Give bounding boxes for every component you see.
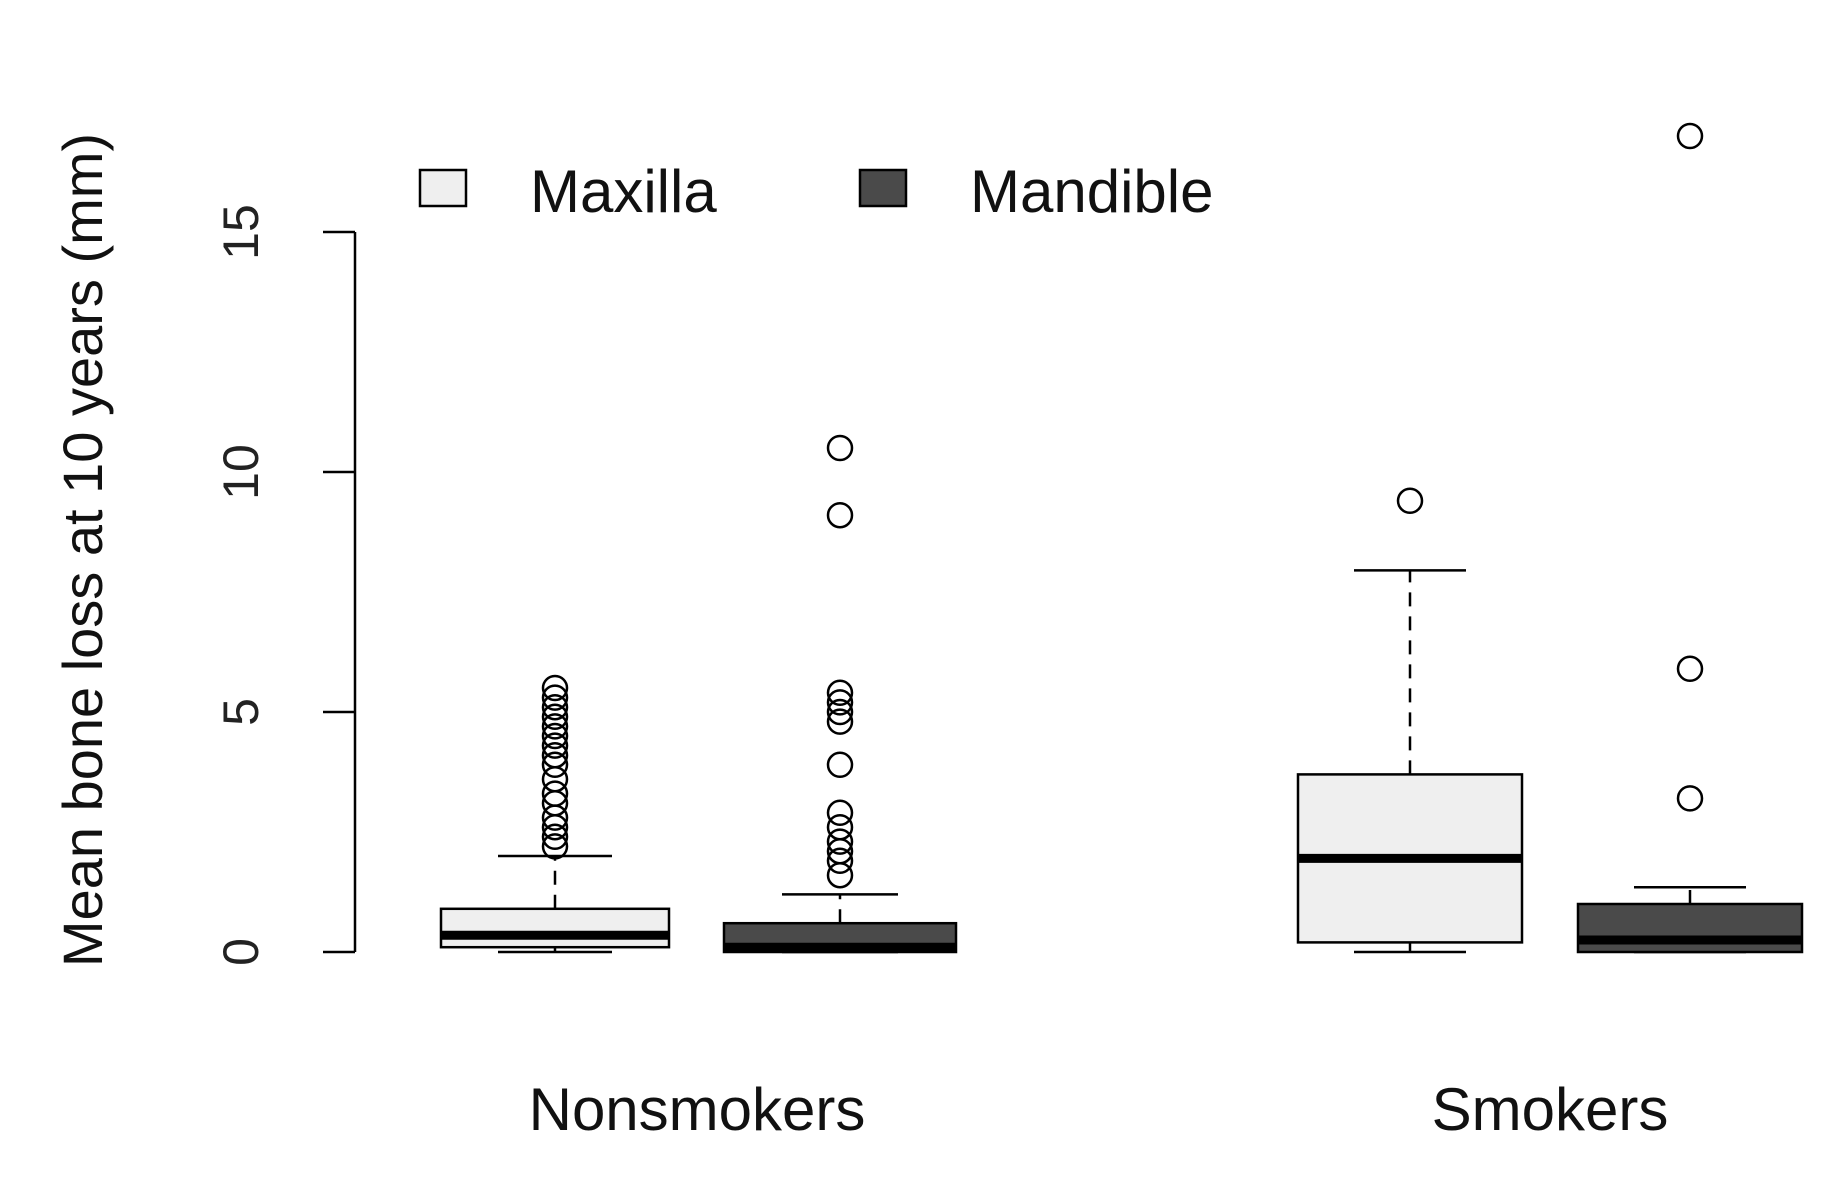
outlier-point	[541, 751, 569, 779]
outlier-point	[541, 765, 569, 793]
outlier-point	[826, 434, 854, 462]
box-iqr	[1576, 902, 1804, 954]
outlier-point	[826, 861, 854, 889]
outlier-point	[541, 741, 569, 769]
category-label-nonsmokers: Nonsmokers	[529, 1076, 866, 1143]
legend-label-maxilla: Maxilla	[530, 158, 717, 225]
outlier-point	[541, 684, 569, 711]
outlier-point	[541, 823, 569, 851]
outlier-point	[826, 751, 854, 779]
box-plots	[439, 122, 1804, 954]
legend-swatch-mandible	[858, 168, 908, 208]
box-nonsmokers-mandible	[722, 434, 958, 954]
outlier-point	[541, 713, 569, 740]
box-smokers-mandible	[1576, 122, 1804, 954]
outlier-point	[826, 799, 854, 827]
outlier-point	[826, 847, 854, 875]
outlier-point	[541, 722, 569, 750]
outlier-point	[541, 693, 569, 721]
outlier-point	[826, 689, 854, 716]
outlier-point	[826, 698, 854, 726]
y-axis-title: Mean bone loss at 10 years (mm)	[51, 133, 114, 967]
outlier-point	[1676, 122, 1704, 150]
box-iqr	[439, 907, 671, 949]
legend-swatch-maxilla	[418, 168, 468, 208]
y-tick-label: 0	[213, 938, 269, 966]
category-label-smokers: Smokers	[1432, 1076, 1669, 1143]
outlier-point	[541, 732, 569, 759]
outlier-point	[1396, 487, 1424, 515]
box-nonsmokers-maxilla	[439, 674, 671, 954]
y-tick-label: 10	[213, 444, 269, 500]
y-tick-label: 15	[213, 204, 269, 260]
outlier-point	[541, 674, 569, 702]
outlier-point	[826, 813, 854, 841]
box-smokers-maxilla	[1296, 487, 1524, 954]
outlier-point	[541, 780, 569, 807]
legend-label-mandible: Mandible	[970, 158, 1214, 225]
outlier-point	[826, 828, 854, 855]
y-tick-label: 5	[213, 698, 269, 726]
outlier-point	[826, 679, 854, 707]
legend: Maxilla Mandible	[418, 158, 1214, 225]
outlier-point	[541, 703, 569, 731]
outlier-point	[1676, 785, 1704, 812]
y-axis: 0 5 10 15	[213, 204, 357, 966]
outlier-point	[826, 501, 854, 529]
category-labels: Nonsmokers Smokers	[529, 1076, 1669, 1143]
outlier-point	[1676, 655, 1704, 683]
outlier-point	[826, 708, 854, 735]
outlier-point	[541, 833, 569, 860]
